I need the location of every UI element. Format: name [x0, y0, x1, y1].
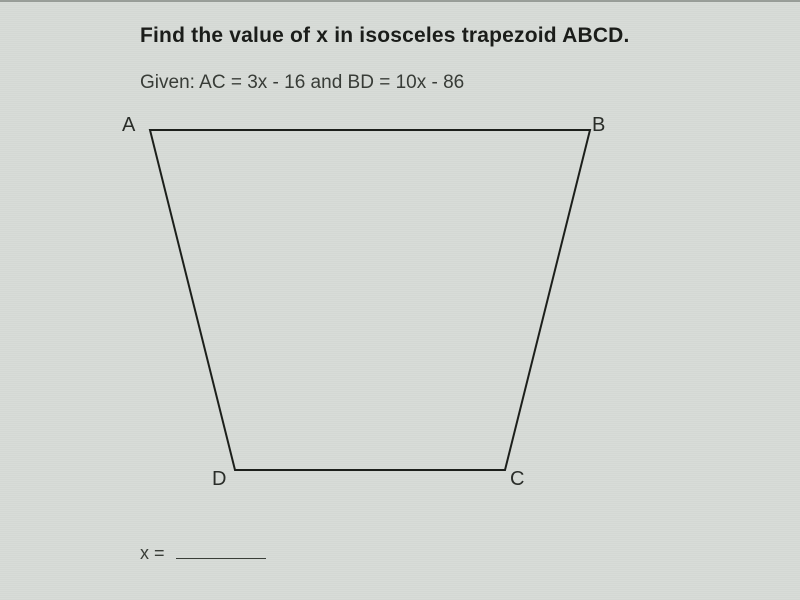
trapezoid-polygon [150, 130, 590, 470]
horizontal-rule [0, 0, 800, 2]
trapezoid-figure: A B C D [140, 120, 600, 490]
answer-blank [176, 558, 266, 559]
answer-prefix: x = [140, 543, 165, 563]
vertex-c-label: C [510, 468, 524, 491]
trapezoid-svg [140, 120, 600, 490]
given-text: Given: AC = 3x - 16 and BD = 10x - 86 [140, 72, 464, 94]
vertex-d-label: D [212, 468, 226, 491]
vertex-b-label: B [592, 114, 605, 137]
question-title: Find the value of x in isosceles trapezo… [140, 24, 630, 48]
answer-line: x = [140, 543, 266, 564]
vertex-a-label: A [122, 114, 135, 137]
